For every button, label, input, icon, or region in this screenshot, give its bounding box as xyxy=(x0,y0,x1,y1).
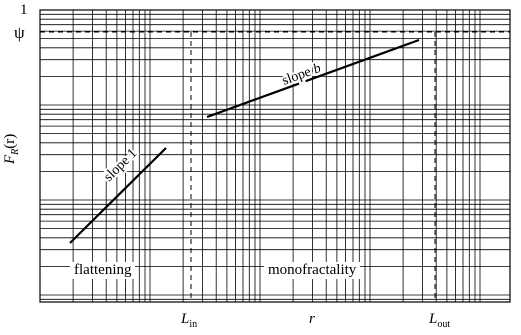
plot-frame xyxy=(39,9,511,303)
l-in-label: Lin xyxy=(181,311,198,330)
y-top-tick-label: 1 xyxy=(20,2,28,18)
psi-label: ψ xyxy=(14,23,25,42)
y-axis-title: FR(r) xyxy=(2,133,21,164)
l-out-label: Lout xyxy=(429,311,451,330)
monofractality-region-label: monofractality xyxy=(264,262,361,279)
slope-one-segment xyxy=(69,147,167,244)
x-axis-r-label: r xyxy=(309,311,315,327)
log-grid xyxy=(40,10,510,302)
flattening-region-label: flattening xyxy=(70,262,136,279)
slope-b-segment xyxy=(206,38,420,119)
slope-b-label: slope b xyxy=(280,61,323,89)
